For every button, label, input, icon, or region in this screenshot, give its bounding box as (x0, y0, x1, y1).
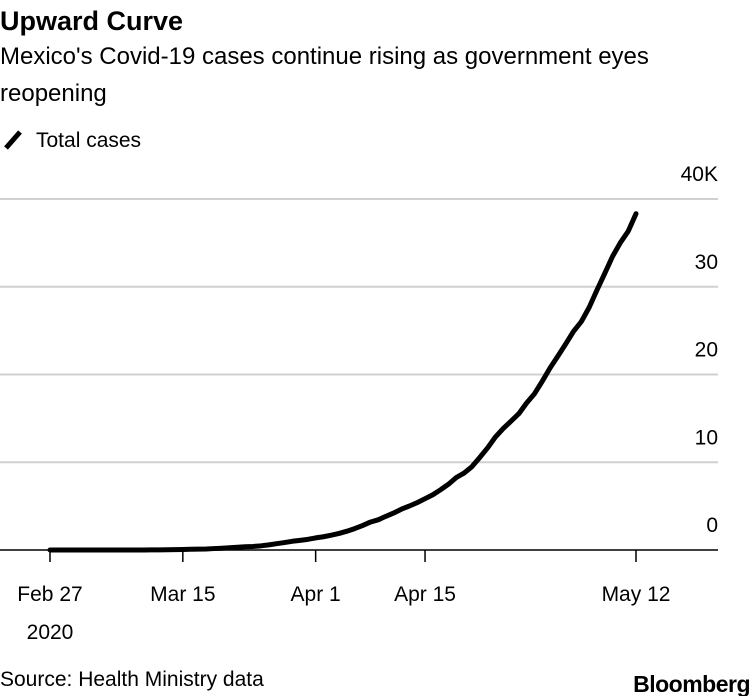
x-tick-label: Mar 15 (150, 583, 215, 606)
legend-icon (4, 130, 22, 150)
x-year-label: 2020 (27, 621, 74, 644)
chart-title: Upward Curve (0, 6, 183, 36)
x-tick-label: Feb 27 (17, 583, 82, 606)
line (47, 211, 639, 553)
chart-subtitle: Mexico's Covid-19 cases continue rising … (0, 43, 649, 107)
x-tick-label: May 12 (602, 583, 671, 606)
x-tick-label: Apr 1 (291, 583, 341, 606)
y-tick-label: 10 (695, 426, 718, 449)
y-tick-label: 40K (681, 163, 718, 186)
source: Source: Health Ministry data (0, 668, 264, 691)
y-tick-label: 0 (706, 514, 718, 537)
brand: Bloomberg (633, 671, 750, 696)
x-tick-label: Apr 15 (394, 583, 456, 606)
legend-label: Total cases (36, 129, 141, 152)
y-tick-label: 30 (695, 251, 718, 274)
y-tick-label: 20 (695, 339, 718, 362)
